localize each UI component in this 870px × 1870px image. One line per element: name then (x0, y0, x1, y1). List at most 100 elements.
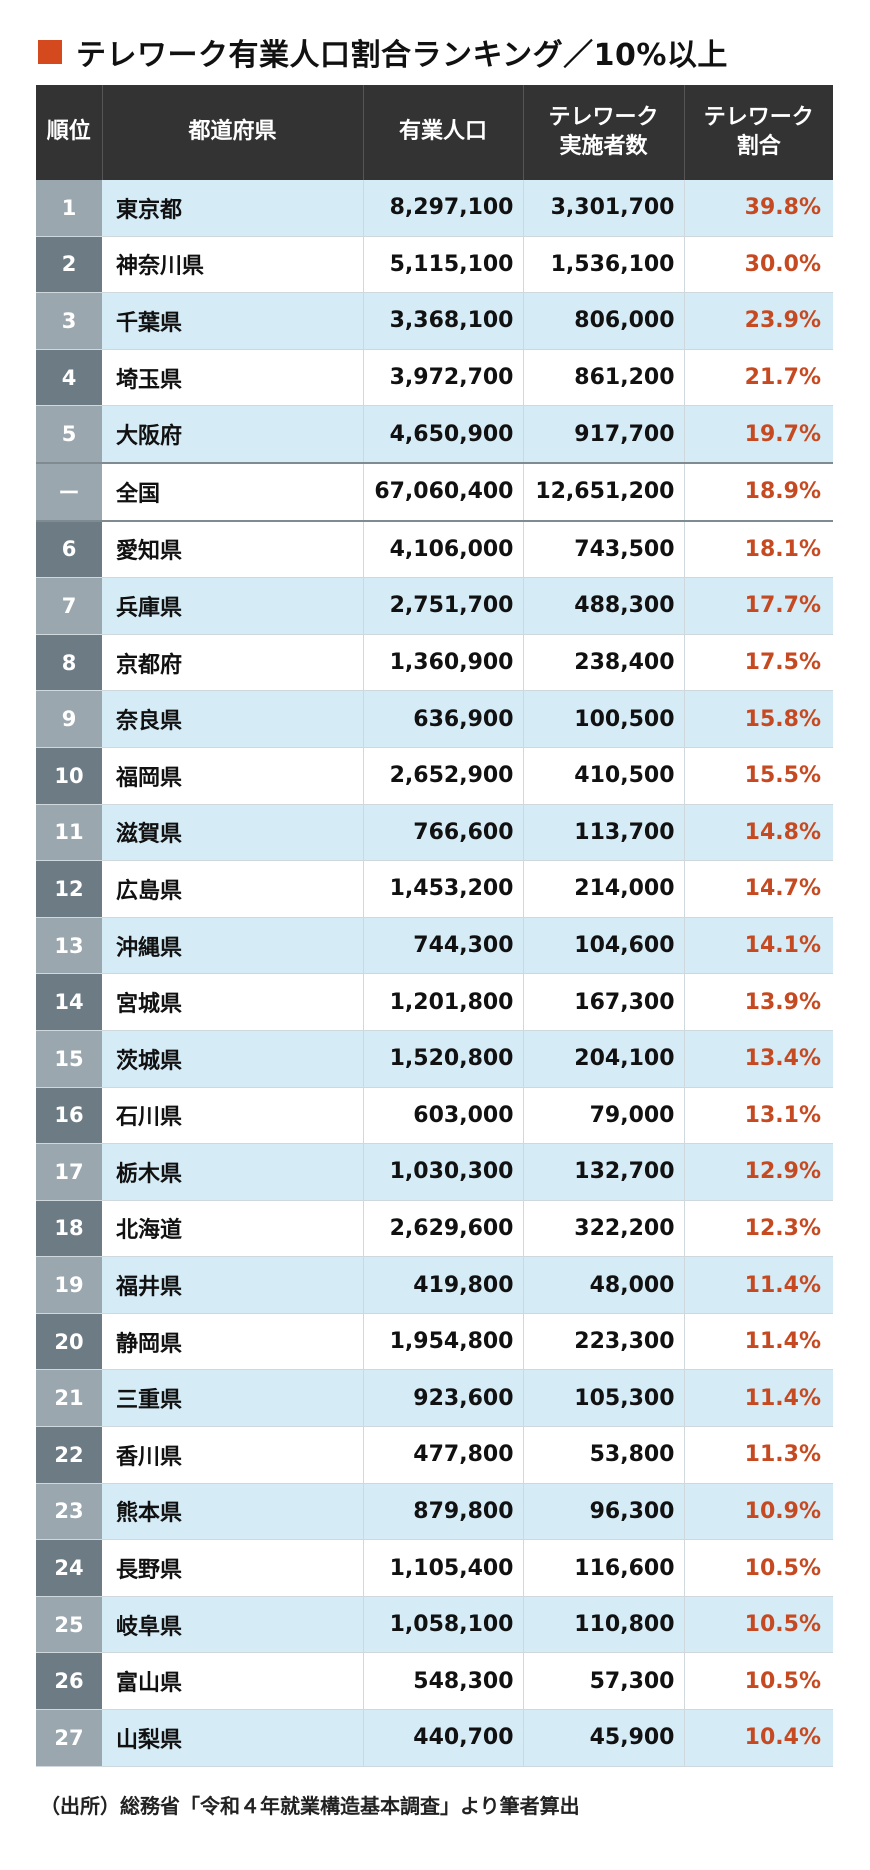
rank-cell: 24 (36, 1539, 102, 1597)
rate-cell: 14.8% (684, 804, 833, 862)
rate-cell: 19.7% (684, 405, 833, 464)
rate-cell: 21.7% (684, 349, 833, 407)
source-note: （出所）総務省「令和４年就業構造基本調査」より筆者算出 (40, 1794, 580, 1818)
rate-cell: 14.7% (684, 860, 833, 918)
rate-cell: 12.3% (684, 1200, 833, 1258)
rank-cell: 15 (36, 1030, 102, 1088)
header-rank: 順位 (36, 85, 103, 180)
employed-cell: 1,954,800 (363, 1313, 524, 1371)
telework-cell: 167,300 (523, 973, 685, 1031)
telework-cell: 1,536,100 (523, 236, 685, 294)
prefecture-cell: 全国 (102, 461, 364, 522)
rank-cell: 13 (36, 917, 102, 975)
rate-cell: 17.5% (684, 634, 833, 692)
employed-cell: 744,300 (363, 917, 524, 975)
rank-cell: 21 (36, 1369, 102, 1428)
header-telework-line1: テレワーク (548, 104, 659, 130)
rank-cell: 14 (36, 973, 102, 1031)
telework-cell: 917,700 (523, 405, 685, 464)
table-row: 19 福井県 419,800 48,000 11.4% (36, 1256, 833, 1314)
employed-cell: 1,453,200 (363, 860, 524, 918)
employed-cell: 1,030,300 (363, 1143, 524, 1201)
prefecture-cell: 沖縄県 (102, 917, 364, 975)
rank-cell: 11 (36, 804, 102, 862)
prefecture-cell: 長野県 (102, 1539, 364, 1597)
employed-cell: 2,751,700 (363, 577, 524, 635)
telework-cell: 116,600 (523, 1539, 685, 1597)
rate-cell: 15.8% (684, 690, 833, 748)
prefecture-cell: 三重県 (102, 1369, 364, 1428)
employed-cell: 1,105,400 (363, 1539, 524, 1597)
table-row: 6 愛知県 4,106,000 743,500 18.1% (36, 520, 833, 579)
employed-cell: 4,106,000 (363, 520, 524, 579)
table-row: 24 長野県 1,105,400 116,600 10.5% (36, 1539, 833, 1597)
rate-cell: 30.0% (684, 236, 833, 294)
employed-cell: 440,700 (363, 1709, 524, 1767)
telework-cell: 45,900 (523, 1709, 685, 1767)
telework-cell: 410,500 (523, 747, 685, 805)
rank-cell: 16 (36, 1087, 102, 1145)
table-row: 2 神奈川県 5,115,100 1,536,100 30.0% (36, 236, 833, 294)
rate-cell: 10.5% (684, 1596, 833, 1654)
table-row: 20 静岡県 1,954,800 223,300 11.4% (36, 1313, 833, 1371)
prefecture-cell: 石川県 (102, 1087, 364, 1145)
rank-cell: 7 (36, 577, 102, 635)
page-title: テレワーク有業人口割合ランキング／10%以上 (38, 22, 728, 82)
rank-cell: 5 (36, 405, 102, 464)
prefecture-cell: 福井県 (102, 1256, 364, 1314)
prefecture-cell: 香川県 (102, 1426, 364, 1484)
table-row: 9 奈良県 636,900 100,500 15.8% (36, 690, 833, 748)
rate-cell: 15.5% (684, 747, 833, 805)
rank-cell: 17 (36, 1143, 102, 1201)
telework-cell: 223,300 (523, 1313, 685, 1371)
rate-cell: 18.9% (684, 461, 833, 522)
employed-cell: 879,800 (363, 1483, 524, 1541)
table-row: 17 栃木県 1,030,300 132,700 12.9% (36, 1143, 833, 1201)
telework-cell: 100,500 (523, 690, 685, 748)
table-row: 11 滋賀県 766,600 113,700 14.8% (36, 804, 833, 862)
rank-cell: 23 (36, 1483, 102, 1541)
employed-cell: 766,600 (363, 804, 524, 862)
employed-cell: 2,652,900 (363, 747, 524, 805)
prefecture-cell: 愛知県 (102, 520, 364, 579)
employed-cell: 923,600 (363, 1369, 524, 1428)
telework-cell: 488,300 (523, 577, 685, 635)
rate-cell: 18.1% (684, 520, 833, 579)
prefecture-cell: 神奈川県 (102, 236, 364, 294)
table-row: 13 沖縄県 744,300 104,600 14.1% (36, 917, 833, 975)
prefecture-cell: 埼玉県 (102, 349, 364, 407)
rank-cell: ー (36, 461, 102, 522)
rate-cell: 10.4% (684, 1709, 833, 1767)
prefecture-cell: 茨城県 (102, 1030, 364, 1088)
rank-cell: 4 (36, 349, 102, 407)
telework-cell: 57,300 (523, 1652, 685, 1711)
employed-cell: 548,300 (363, 1652, 524, 1711)
telework-cell: 132,700 (523, 1143, 685, 1201)
rank-cell: 26 (36, 1652, 102, 1711)
header-rate-line2: 割合 (736, 133, 781, 159)
prefecture-cell: 兵庫県 (102, 577, 364, 635)
telework-cell: 105,300 (523, 1369, 685, 1428)
prefecture-cell: 京都府 (102, 634, 364, 692)
rank-cell: 19 (36, 1256, 102, 1314)
table-row: 1 東京都 8,297,100 3,301,700 39.8% (36, 180, 833, 237)
prefecture-cell: 岐阜県 (102, 1596, 364, 1654)
rank-cell: 18 (36, 1200, 102, 1258)
table-row: 27 山梨県 440,700 45,900 10.4% (36, 1709, 833, 1767)
rate-cell: 39.8% (684, 180, 833, 237)
table-row: 15 茨城県 1,520,800 204,100 13.4% (36, 1030, 833, 1088)
employed-cell: 1,520,800 (363, 1030, 524, 1088)
rank-cell: 22 (36, 1426, 102, 1484)
telework-cell: 806,000 (523, 292, 685, 350)
title-text: テレワーク有業人口割合ランキング／10%以上 (76, 38, 728, 73)
header-telework-line2: 実施者数 (559, 133, 648, 159)
telework-cell: 110,800 (523, 1596, 685, 1654)
telework-cell: 12,651,200 (523, 461, 685, 522)
telework-cell: 113,700 (523, 804, 685, 862)
employed-cell: 1,201,800 (363, 973, 524, 1031)
employed-cell: 636,900 (363, 690, 524, 748)
prefecture-cell: 大阪府 (102, 405, 364, 464)
employed-cell: 477,800 (363, 1426, 524, 1484)
prefecture-cell: 山梨県 (102, 1709, 364, 1767)
rate-cell: 11.4% (684, 1256, 833, 1314)
